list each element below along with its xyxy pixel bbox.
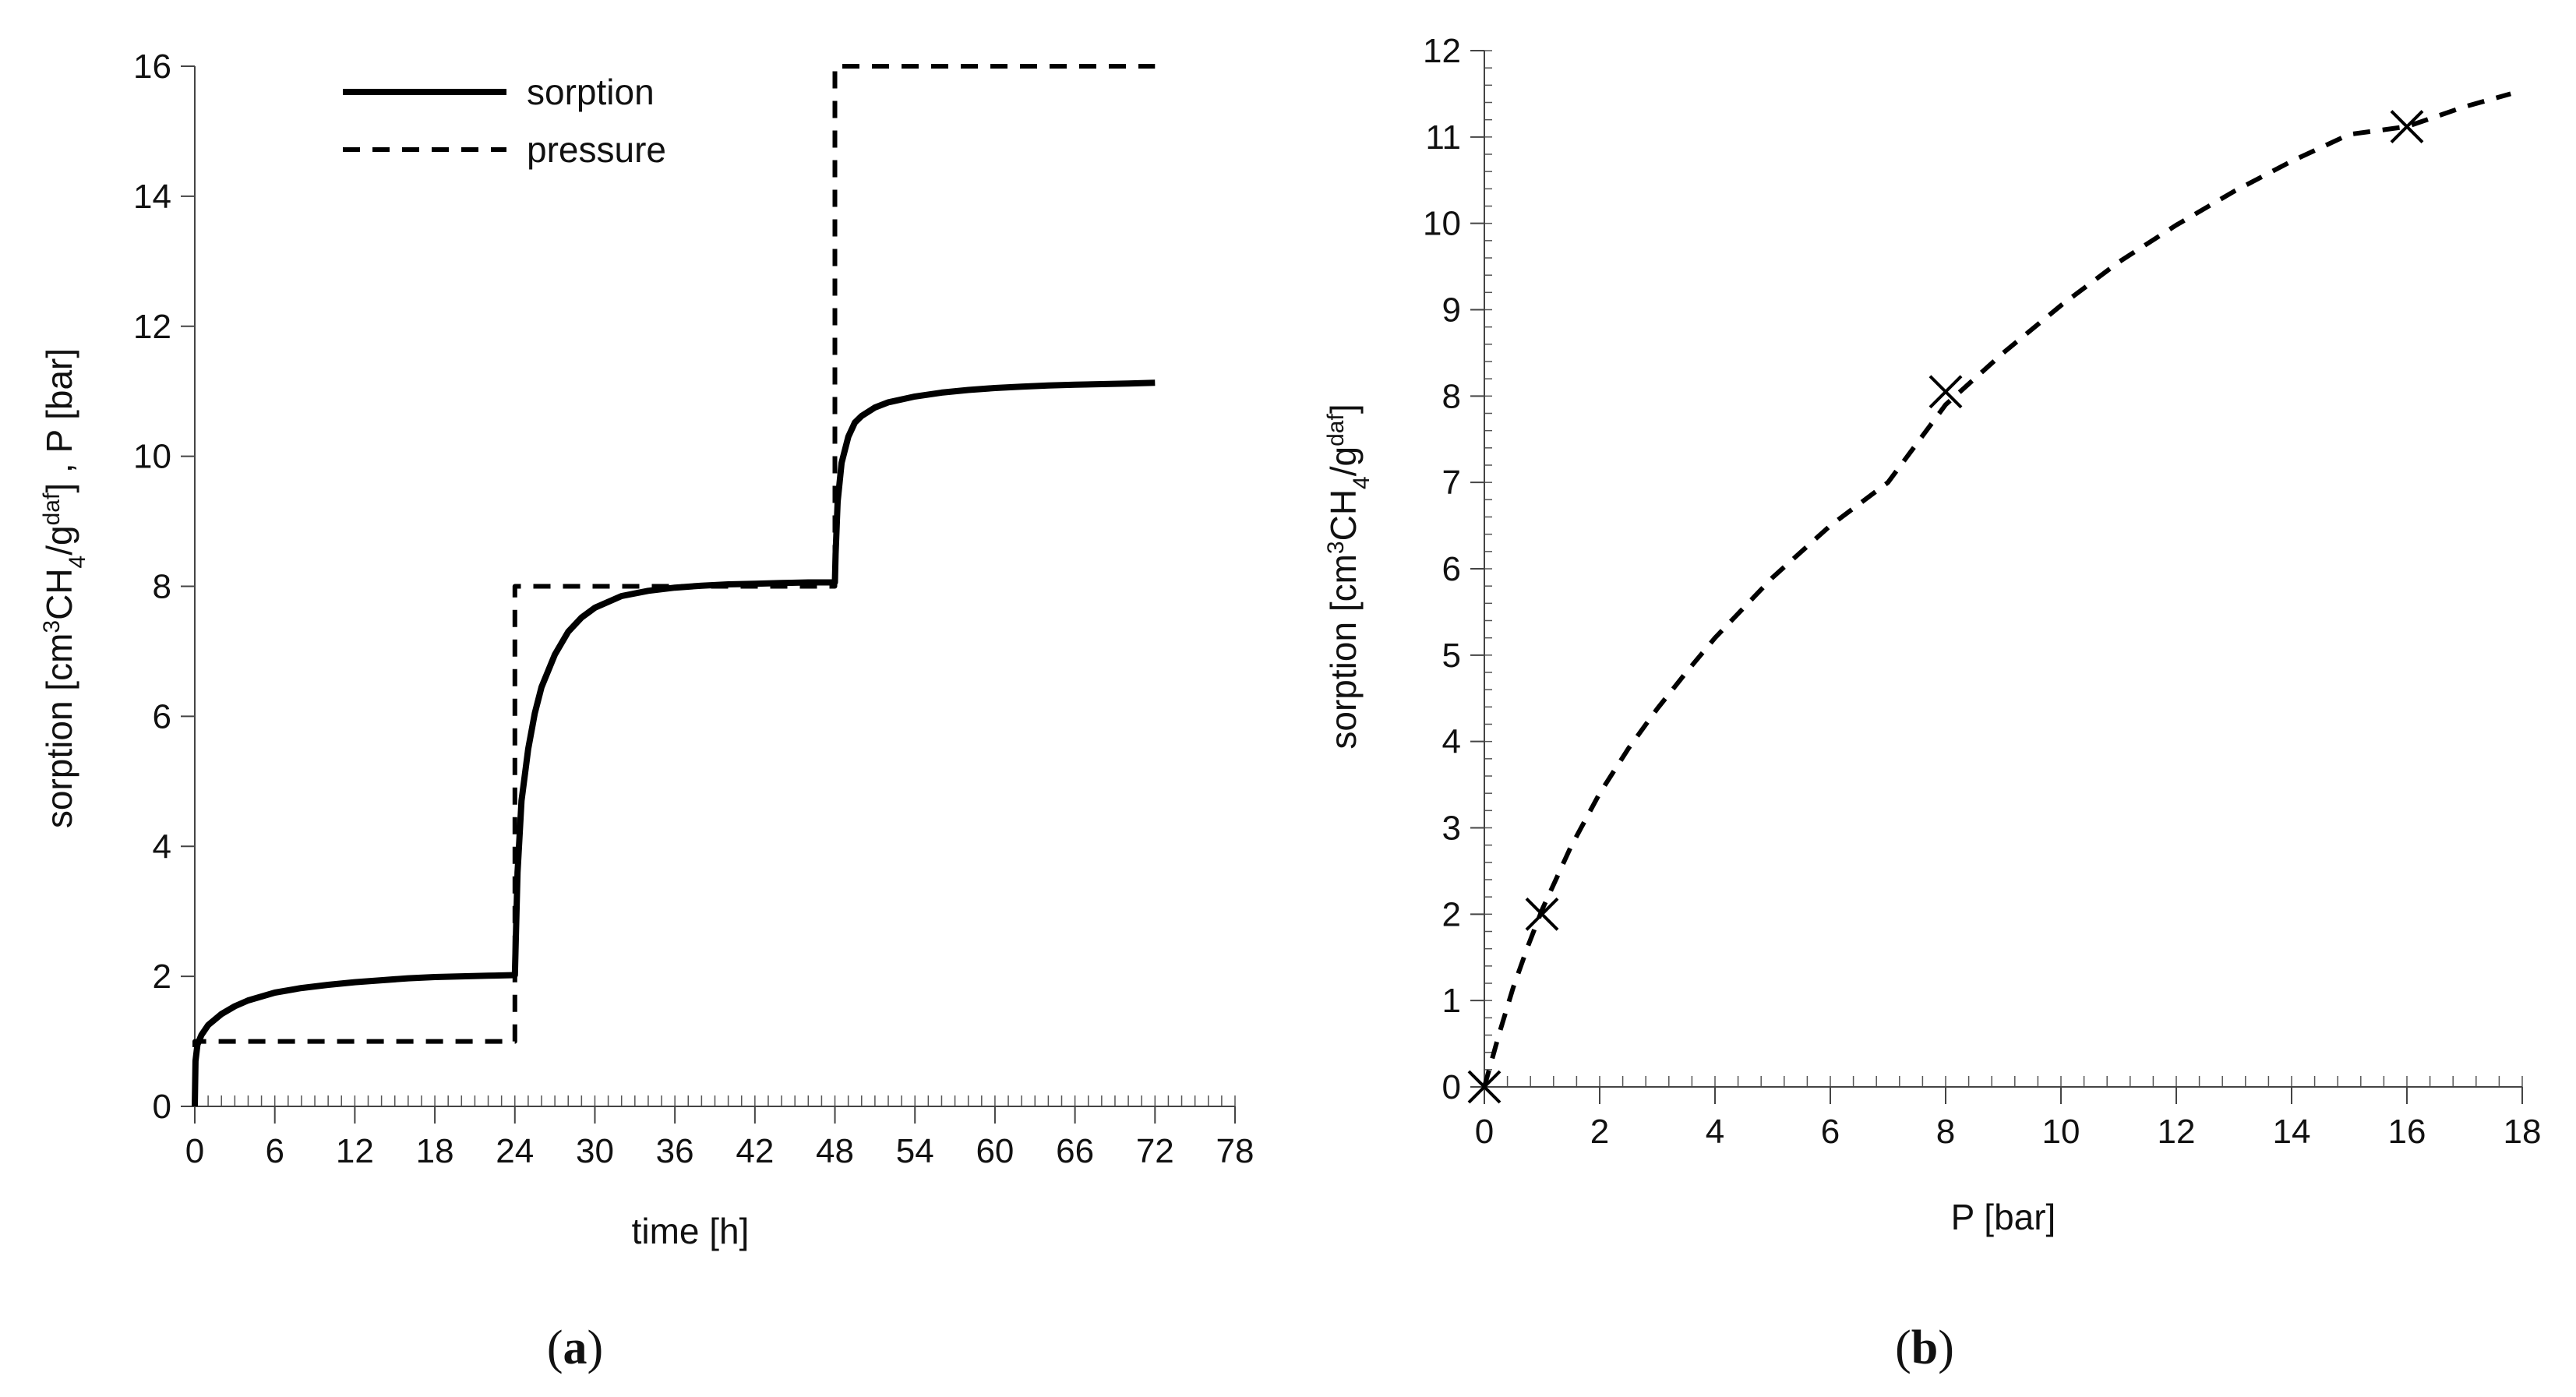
y-tick-label: 4	[1442, 723, 1461, 761]
y-tick-label: 2	[1442, 895, 1461, 933]
series-line-fit	[1482, 91, 2512, 1088]
panel-a-y-axis-title: sorption [cm3CH4/gdaf] , P [bar]	[39, 348, 90, 828]
legend-pressure-label: pressure	[527, 129, 666, 170]
data-point-marker	[2390, 110, 2424, 143]
x-tick-label: 78	[1216, 1132, 1254, 1170]
y-tick-label: 2	[153, 958, 171, 996]
y-tick-label: 10	[133, 438, 171, 476]
series-line-pressure	[192, 64, 1156, 1106]
y-tick-label: 1	[1442, 982, 1461, 1020]
y-tick-label: 7	[1442, 464, 1461, 502]
x-tick-label: 12	[336, 1132, 374, 1170]
panel-b-ticks	[1470, 50, 2523, 1104]
x-tick-label: 48	[816, 1132, 854, 1170]
y-tick-label: 3	[1442, 810, 1461, 848]
x-tick-label: 4	[1706, 1113, 1724, 1151]
panel-b-x-axis-title: P [bar]	[1951, 1197, 2056, 1237]
y-tick-label: 9	[1442, 291, 1461, 330]
y-tick-label: 4	[153, 827, 171, 866]
panel-a-x-axis-title: time [h]	[632, 1211, 750, 1251]
y-tick-label: 6	[1442, 550, 1461, 588]
y-tick-label: 10	[1423, 205, 1461, 243]
y-tick-label: 8	[153, 568, 171, 606]
x-tick-label: 0	[1475, 1113, 1494, 1151]
panel-b-series	[1467, 91, 2512, 1104]
marker-stroke	[1928, 375, 1963, 409]
panel-a-legend: sorption pressure	[343, 72, 666, 170]
data-point-marker	[1928, 375, 1963, 409]
x-tick-label: 24	[496, 1132, 534, 1170]
x-tick-label: 36	[656, 1132, 694, 1170]
y-tick-label: 6	[153, 697, 171, 736]
y-tick-label: 8	[1442, 377, 1461, 415]
y-tick-label: 12	[133, 308, 171, 346]
series-line-sorption	[192, 379, 1156, 1107]
x-tick-label: 6	[1821, 1113, 1840, 1151]
x-tick-label: 72	[1136, 1132, 1174, 1170]
x-tick-label: 0	[185, 1132, 204, 1170]
x-tick-label: 54	[896, 1132, 934, 1170]
x-tick-label: 12	[2158, 1113, 2196, 1151]
marker-stroke	[2390, 110, 2424, 143]
legend-sorption-label: sorption	[527, 72, 655, 112]
x-tick-label: 14	[2273, 1113, 2311, 1151]
x-tick-label: 30	[576, 1132, 614, 1170]
x-tick-label: 10	[2042, 1113, 2080, 1151]
y-tick-label: 11	[1425, 118, 1461, 157]
y-tick-label: 5	[1442, 637, 1461, 675]
y-tick-label: 16	[133, 48, 171, 86]
x-tick-label: 18	[2504, 1113, 2542, 1151]
panel-a-ticks	[181, 65, 1236, 1124]
x-tick-label: 16	[2388, 1113, 2426, 1151]
panel-a-label: (a)	[547, 1321, 603, 1374]
x-tick-label: 60	[976, 1132, 1014, 1170]
y-tick-label: 0	[153, 1088, 171, 1126]
panel-a-series	[192, 64, 1156, 1107]
x-tick-label: 2	[1590, 1113, 1609, 1151]
y-tick-label: 14	[133, 178, 171, 216]
x-tick-label: 6	[265, 1132, 284, 1170]
x-tick-label: 8	[1936, 1113, 1955, 1151]
y-tick-label: 12	[1423, 32, 1461, 70]
x-tick-label: 66	[1056, 1132, 1094, 1170]
x-tick-label: 42	[736, 1132, 774, 1170]
panel-b-label: (b)	[1895, 1321, 1954, 1374]
y-tick-label: 0	[1442, 1068, 1461, 1106]
panel-b-y-axis-title: sorption [cm3CH4/gdaf]	[1323, 404, 1374, 749]
x-tick-label: 18	[416, 1132, 454, 1170]
